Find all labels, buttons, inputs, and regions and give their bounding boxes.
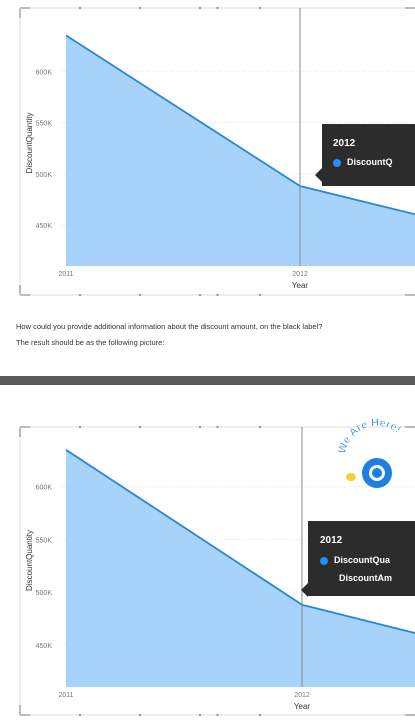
badge-text: We Are Here! xyxy=(337,418,403,455)
chat-bubble-ring xyxy=(369,465,385,481)
tooltip-title: 2012 xyxy=(320,535,343,546)
bottom-area-chart: 600K 550K 500K 450K 2011 2012 Year DiscountQuan… xyxy=(19,425,415,717)
frame-handle xyxy=(138,425,142,429)
top-tooltip: 2012 DiscountQ xyxy=(322,124,415,186)
frame-handle xyxy=(216,6,219,10)
tooltip-line: DiscountQ xyxy=(333,157,393,167)
result-text: The result should be as the following pi… xyxy=(16,338,165,347)
chat-bubble-icon[interactable] xyxy=(362,458,392,488)
frame-handle xyxy=(216,293,219,297)
top-screenshot-panel: 600K 550K 500K 450K 2011 2012 Year DiscountQuan… xyxy=(16,6,415,347)
frame-handle xyxy=(78,6,82,10)
tooltip-pointer xyxy=(315,168,322,182)
x-axis-title: Year xyxy=(294,702,311,711)
frame-handle xyxy=(258,713,262,717)
frame-handle xyxy=(258,293,262,297)
x-tick-label: 2011 xyxy=(58,271,73,278)
top-area-chart: 600K 550K 500K 450K 2011 2012 Year DiscountQuan… xyxy=(19,6,415,297)
frame-handle xyxy=(138,713,142,717)
panel-divider xyxy=(0,376,415,385)
bottom-screenshot-panel: 600K 550K 500K 450K 2011 2012 Year DiscountQuan… xyxy=(0,385,415,728)
y-tick-label: 550K xyxy=(36,537,53,544)
x-tick-label: 2011 xyxy=(58,692,73,699)
y-tick-label: 450K xyxy=(36,643,53,650)
area-fill xyxy=(66,449,415,687)
tooltip-pointer xyxy=(301,583,308,597)
frame-handle xyxy=(138,293,142,297)
x-tick-label: 2012 xyxy=(292,271,308,278)
question-text: How could you provide additional informa… xyxy=(16,322,323,331)
y-tick-label: 450K xyxy=(36,223,53,230)
hand-icon xyxy=(346,473,356,481)
frame-handle xyxy=(216,425,219,429)
tooltip-line: DiscountQua xyxy=(320,555,390,565)
y-tick-label: 550K xyxy=(36,121,53,128)
y-tick-label: 600K xyxy=(36,69,53,76)
frame-handle xyxy=(138,6,142,10)
y-tick-label: 600K xyxy=(36,485,53,492)
x-tick-label: 2012 xyxy=(294,692,310,699)
tooltip-line: DiscountAm xyxy=(339,573,393,583)
we-are-here-badge[interactable]: We Are Here! xyxy=(337,418,415,498)
y-tick-label: 500K xyxy=(36,172,53,179)
frame-handle xyxy=(258,425,262,429)
frame-handle xyxy=(78,425,82,429)
frame-handle xyxy=(198,6,202,10)
x-axis-title: Year xyxy=(292,281,309,290)
frame-handle xyxy=(78,293,82,297)
frame-handle xyxy=(198,293,202,297)
tooltip-title: 2012 xyxy=(333,138,356,149)
frame-handle xyxy=(258,6,262,10)
area-fill xyxy=(66,35,415,266)
frame-handle xyxy=(216,713,219,717)
y-axis-title: DiscountQuantity xyxy=(25,530,34,591)
frame-handle xyxy=(198,425,202,429)
y-tick-label: 500K xyxy=(36,590,53,597)
frame-handle xyxy=(78,713,82,717)
bottom-tooltip: 2012 DiscountQua DiscountAm xyxy=(308,521,415,596)
y-axis-title: DiscountQuantity xyxy=(25,113,34,174)
frame-handle xyxy=(198,713,202,717)
series-dot-icon xyxy=(320,556,328,565)
series-dot-icon xyxy=(333,158,341,167)
